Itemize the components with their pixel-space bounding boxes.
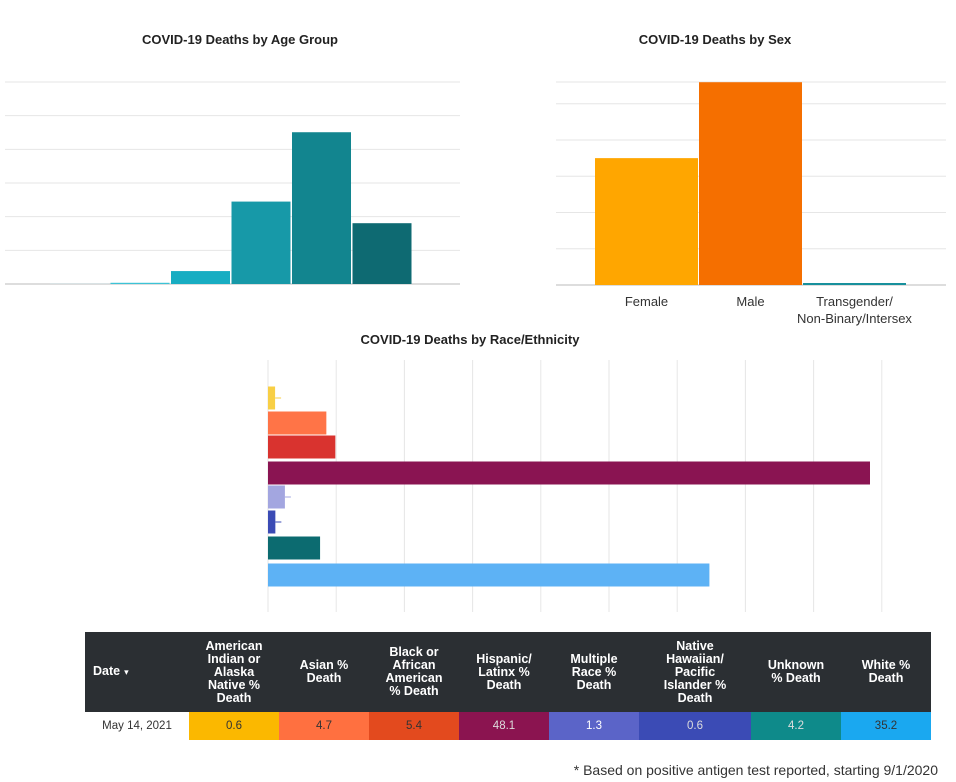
column-header-text: Black or — [389, 645, 439, 659]
death-percentage-table: Date ▾ American Indian or Alaska Native % Deat… — [85, 632, 931, 740]
column-header-text: Hispanic/ — [476, 651, 532, 666]
column-header-text: Race % — [571, 664, 617, 679]
caret-down-icon[interactable]: ▾ — [124, 667, 129, 677]
table-cell-percent: 4.2 — [751, 712, 841, 740]
column-header-date[interactable]: Date ▾ — [85, 632, 189, 712]
column-header-text: Death — [216, 690, 252, 705]
sex-tick-label: Female — [625, 294, 668, 309]
column-header-text: Pacific — [674, 664, 716, 679]
race-bar — [268, 435, 336, 459]
table-cell-percent: 1.3 — [549, 712, 639, 740]
table-cell-percent: 5.4 — [369, 712, 459, 740]
column-header-text: Native % — [207, 677, 261, 692]
sex-bar — [803, 283, 906, 285]
sex-tick-label-line: Transgender/ — [816, 294, 893, 309]
column-header: Hispanic/Latinx % Death — [459, 632, 549, 712]
column-header-text: Death — [868, 671, 904, 685]
column-header-text: American — [205, 638, 263, 653]
sex-bar — [699, 82, 802, 285]
age-bar — [352, 223, 412, 284]
column-header-text: Hawaiian/ — [666, 651, 724, 666]
column-header-text: Death — [677, 690, 713, 705]
column-header: Unknown% Death — [751, 632, 841, 712]
race-chart-title: COVID-19 Deaths by Race/Ethnicity — [360, 332, 580, 347]
age-bar — [292, 132, 351, 284]
sex-tick-label-line: Female — [625, 294, 668, 309]
column-header: Asian % Death — [279, 632, 369, 712]
column-header-text: Date — [93, 664, 121, 678]
sex-tick-label: Male — [736, 294, 764, 309]
column-header-text: Indian or — [207, 651, 261, 666]
column-header-text: Death — [306, 671, 342, 685]
race-bar — [268, 510, 276, 534]
race-bar — [268, 563, 710, 587]
table-header-row: Date ▾ American Indian or Alaska Native % Deat… — [85, 632, 931, 712]
table-cell-percent: 48.1 — [459, 712, 549, 740]
column-header-text: American — [385, 671, 443, 685]
table-cell-percent: 0.6 — [639, 712, 751, 740]
table-cell-percent: 4.7 — [279, 712, 369, 740]
column-header-text: White % — [861, 658, 911, 672]
age-bar — [171, 271, 230, 284]
sex-tick-label-line: Non-Binary/Intersex — [797, 311, 912, 326]
sex-tick-label: Transgender/Non-Binary/Intersex — [797, 294, 912, 326]
table-cell-percent: 35.2 — [841, 712, 931, 740]
sex-bar — [595, 158, 698, 285]
race-bar — [268, 411, 327, 435]
column-header-text: Death — [486, 677, 522, 692]
column-header-text: % Death — [389, 684, 439, 698]
column-header-text: Alaska — [213, 664, 255, 679]
column-header-text: African — [392, 658, 436, 672]
table-cell-date: May 14, 2021 — [85, 712, 189, 740]
column-header: Black or African American% Death — [369, 632, 459, 712]
race-bar — [268, 536, 321, 560]
column-header: White % Death — [841, 632, 931, 712]
column-header-text: Native — [676, 638, 714, 653]
column-header-text: Latinx % — [478, 664, 530, 679]
table-row: May 14, 2021 0.6 4.7 5.4 48.1 1.3 0.6 4.2 35.2 — [85, 712, 931, 740]
column-header: Native Hawaiian/Pacific Islander % Death — [639, 632, 751, 712]
column-header-text: Asian % — [299, 658, 349, 672]
age-bar — [110, 282, 170, 284]
race-bar — [268, 386, 276, 410]
column-header: American Indian or Alaska Native % Death — [189, 632, 279, 712]
column-header-text: Unknown — [767, 658, 825, 672]
column-header-text: % Death — [771, 671, 821, 685]
age-bar — [231, 201, 291, 284]
race-bar — [268, 485, 285, 509]
column-header-text: Islander % — [663, 677, 727, 692]
race-bar — [268, 461, 870, 485]
age-chart-title: COVID-19 Deaths by Age Group — [142, 32, 338, 47]
column-header: Multiple Race % Death — [549, 632, 639, 712]
sex-chart-title: COVID-19 Deaths by Sex — [638, 32, 792, 47]
table-cell-percent: 0.6 — [189, 712, 279, 740]
sex-tick-label-line: Male — [736, 294, 764, 309]
charts-canvas: Female Male Transgender/Non-Binary/Interse… — [5, 81, 946, 612]
footnote: * Based on positive antigen test reporte… — [573, 762, 938, 778]
column-header-text: Death — [576, 677, 612, 692]
column-header-text: Multiple — [570, 651, 618, 666]
